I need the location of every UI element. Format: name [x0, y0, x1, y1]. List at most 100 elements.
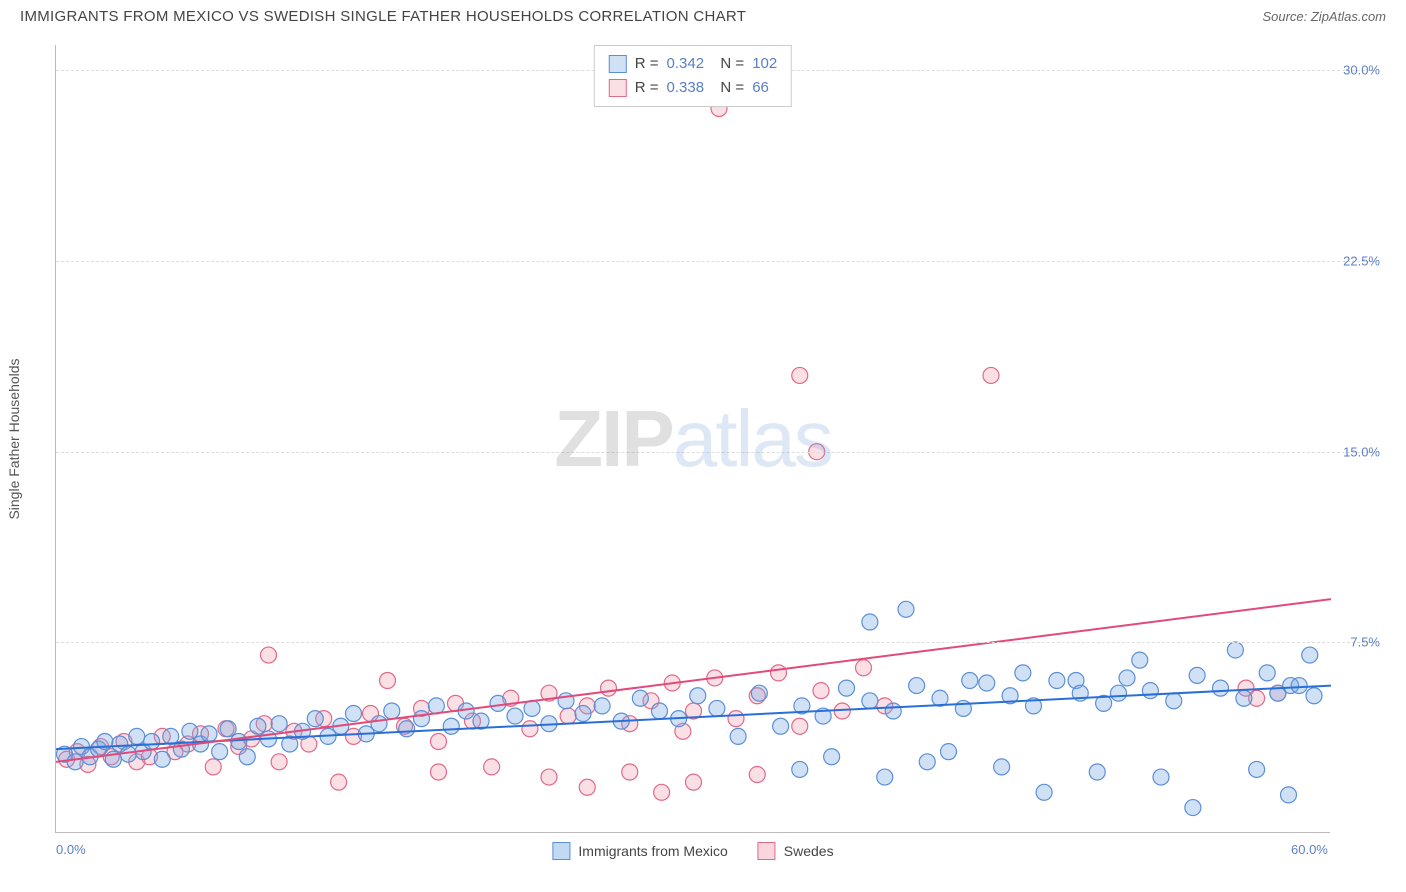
data-point: [1213, 680, 1229, 696]
data-point: [201, 726, 217, 742]
chart-title: IMMIGRANTS FROM MEXICO VS SWEDISH SINGLE…: [20, 8, 746, 25]
data-point: [431, 764, 447, 780]
data-point: [261, 647, 277, 663]
legend-R-value: 0.338: [667, 76, 705, 100]
data-point: [250, 718, 266, 734]
legend-label: Swedes: [784, 843, 834, 859]
data-point: [484, 759, 500, 775]
data-point: [443, 718, 459, 734]
data-point: [431, 733, 447, 749]
plot-container: ZIPatlas Single Father Households R = 0.…: [55, 45, 1375, 833]
y-tick-label: 15.0%: [1332, 444, 1380, 459]
data-point: [877, 769, 893, 785]
data-point: [1132, 652, 1148, 668]
legend-stats-row: R = 0.342 N = 102: [609, 52, 777, 76]
data-point: [983, 367, 999, 383]
data-point: [601, 680, 617, 696]
data-point: [856, 660, 872, 676]
data-point: [579, 779, 595, 795]
data-point: [1015, 665, 1031, 681]
data-point: [962, 672, 978, 688]
legend-item: Immigrants from Mexico: [552, 842, 727, 860]
data-point: [862, 693, 878, 709]
data-point: [1185, 800, 1201, 816]
data-point: [67, 754, 83, 770]
data-point: [1291, 678, 1307, 694]
data-point: [709, 700, 725, 716]
data-point: [507, 708, 523, 724]
data-point: [1049, 672, 1065, 688]
regression-line: [56, 599, 1331, 762]
legend-swatch-blue: [609, 55, 627, 73]
data-point: [154, 751, 170, 767]
y-tick-label: 30.0%: [1332, 63, 1380, 78]
data-point: [414, 711, 430, 727]
data-point: [1189, 667, 1205, 683]
gridline: [56, 452, 1375, 453]
legend-label: Immigrants from Mexico: [578, 843, 727, 859]
data-point: [839, 680, 855, 696]
x-tick-label: 0.0%: [56, 842, 86, 857]
data-point: [384, 703, 400, 719]
data-point: [129, 728, 145, 744]
legend-item: Swedes: [758, 842, 834, 860]
data-point: [690, 688, 706, 704]
data-point: [1119, 670, 1135, 686]
legend-R-value: 0.342: [667, 52, 705, 76]
data-point: [182, 723, 198, 739]
legend-N-value: 102: [752, 52, 777, 76]
title-bar: IMMIGRANTS FROM MEXICO VS SWEDISH SINGLE…: [0, 0, 1406, 29]
legend-N-value: 66: [752, 76, 769, 100]
legend-swatch-pink: [609, 79, 627, 97]
y-axis-label: Single Father Households: [6, 358, 22, 519]
data-point: [622, 764, 638, 780]
data-point: [749, 767, 765, 783]
data-point: [524, 700, 540, 716]
data-point: [271, 754, 287, 770]
data-point: [163, 728, 179, 744]
data-point: [792, 718, 808, 734]
legend-R-label: R =: [635, 76, 659, 100]
gridline: [56, 642, 1375, 643]
data-point: [652, 703, 668, 719]
data-point: [560, 708, 576, 724]
gridline: [56, 261, 1375, 262]
data-point: [813, 683, 829, 699]
plot-area: ZIPatlas Single Father Households R = 0.…: [55, 45, 1330, 833]
data-point: [1142, 683, 1158, 699]
data-point: [654, 784, 670, 800]
legend-stats-box: R = 0.342 N = 102 R = 0.338 N = 66: [594, 45, 792, 107]
data-point: [1036, 784, 1052, 800]
data-point: [909, 678, 925, 694]
data-point: [771, 665, 787, 681]
data-point: [1236, 690, 1252, 706]
legend-N-label: N =: [712, 52, 744, 76]
data-point: [1306, 688, 1322, 704]
data-point: [346, 706, 362, 722]
data-point: [1249, 761, 1265, 777]
legend-bottom: Immigrants from Mexico Swedes: [552, 842, 833, 860]
x-tick-label: 60.0%: [1291, 842, 1328, 857]
data-point: [1153, 769, 1169, 785]
data-point: [212, 744, 228, 760]
data-point: [399, 721, 415, 737]
data-point: [380, 672, 396, 688]
data-point: [205, 759, 221, 775]
scatter-svg: [56, 45, 1331, 833]
data-point: [824, 749, 840, 765]
data-point: [773, 718, 789, 734]
data-point: [730, 728, 746, 744]
data-point: [1089, 764, 1105, 780]
data-point: [307, 711, 323, 727]
data-point: [979, 675, 995, 691]
data-point: [371, 716, 387, 732]
data-point: [490, 695, 506, 711]
legend-swatch-blue: [552, 842, 570, 860]
data-point: [1166, 693, 1182, 709]
data-point: [792, 367, 808, 383]
source-label: Source: ZipAtlas.com: [1262, 9, 1386, 24]
data-point: [941, 744, 957, 760]
data-point: [885, 703, 901, 719]
data-point: [792, 761, 808, 777]
data-point: [686, 774, 702, 790]
